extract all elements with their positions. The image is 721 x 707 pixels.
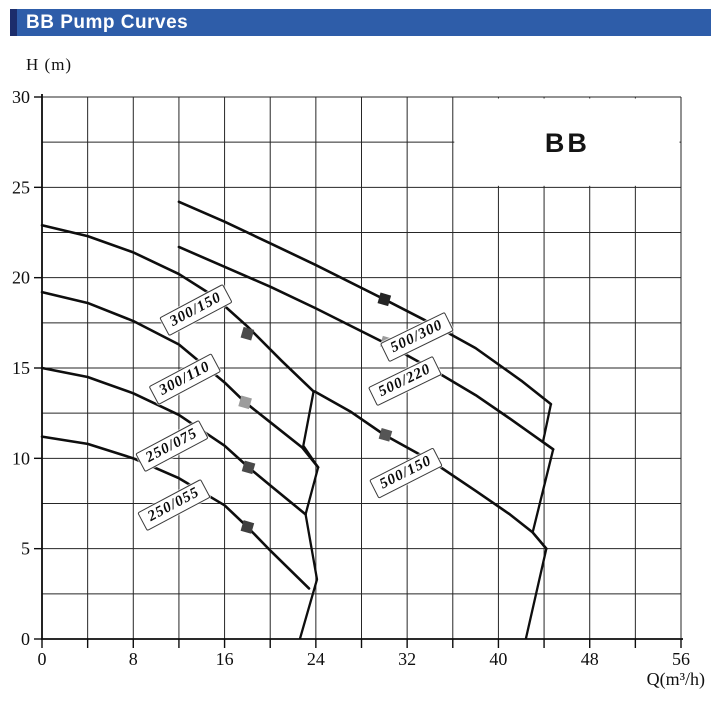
duty-point-marker-500-150 <box>378 428 393 442</box>
y-tick-label: 30 <box>12 87 30 107</box>
x-tick-label: 48 <box>581 649 599 669</box>
duty-point-marker-250-075 <box>241 460 256 475</box>
duty-point-marker-300-110 <box>238 395 252 410</box>
title-banner: BB Pump Curves <box>10 9 711 36</box>
y-tick-label: 25 <box>12 177 30 197</box>
pump-curve-500-150 <box>313 390 548 550</box>
pump-curve-300-150 <box>40 223 315 393</box>
series-family-label: BB <box>545 128 590 158</box>
y-tick-label: 10 <box>12 448 30 468</box>
page-title: BB Pump Curves <box>26 11 189 33</box>
duty-point-marker-300-150 <box>240 326 255 341</box>
x-tick-label: 40 <box>489 649 507 669</box>
pump-curve-500-220 <box>177 245 555 451</box>
x-tick-label: 0 <box>38 649 47 669</box>
banner-accent-edge <box>10 9 17 36</box>
end-of-curve-line <box>524 403 555 640</box>
inset-label-box <box>454 98 680 186</box>
y-axis-title: H (m) <box>26 55 73 74</box>
x-tick-label: 24 <box>307 649 325 669</box>
y-tick-label: 20 <box>12 268 30 288</box>
x-tick-label: 16 <box>216 649 234 669</box>
y-tick-label: 5 <box>21 539 30 559</box>
end-of-curve-line <box>298 391 320 640</box>
y-tick-label: 0 <box>21 629 30 649</box>
x-axis-title: Q(m³/h) <box>646 669 705 689</box>
pump-curve-300-110 <box>40 290 320 469</box>
x-tick-label: 32 <box>398 649 416 669</box>
x-tick-label: 56 <box>672 649 690 669</box>
y-tick-label: 15 <box>12 358 30 378</box>
x-tick-label: 8 <box>129 649 138 669</box>
duty-point-marker-250-055 <box>240 520 255 534</box>
duty-point-marker-500-300 <box>377 292 392 307</box>
